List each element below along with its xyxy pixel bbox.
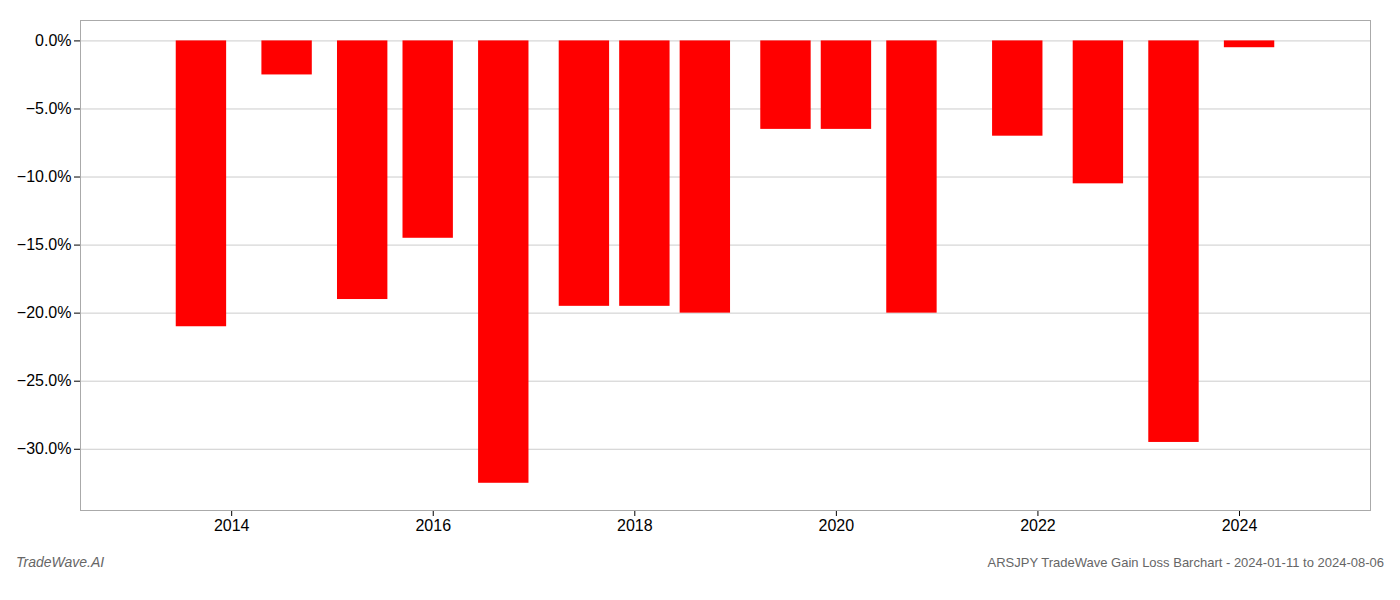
svg-text:−20.0%: −20.0% bbox=[17, 304, 72, 321]
svg-text:−5.0%: −5.0% bbox=[26, 100, 72, 117]
svg-text:0.0%: 0.0% bbox=[35, 32, 71, 49]
svg-text:−30.0%: −30.0% bbox=[17, 440, 72, 457]
html-text:TradeWave.AI: TradeWave.AI bbox=[16, 554, 105, 570]
svg-text:2018: 2018 bbox=[617, 517, 653, 534]
svg-text:2022: 2022 bbox=[1020, 517, 1056, 534]
svg-text:−10.0%: −10.0% bbox=[17, 168, 72, 185]
svg-text:−15.0%: −15.0% bbox=[17, 236, 72, 253]
svg-text:2016: 2016 bbox=[415, 517, 451, 534]
svg-text:2024: 2024 bbox=[1222, 517, 1258, 534]
svg-text:2014: 2014 bbox=[214, 517, 250, 534]
svg-text:2020: 2020 bbox=[819, 517, 855, 534]
svg-text:−25.0%: −25.0% bbox=[17, 372, 72, 389]
html-text:ARSJPY TradeWave Gain Loss Bar: ARSJPY TradeWave Gain Loss Barchart - 20… bbox=[987, 555, 1384, 570]
